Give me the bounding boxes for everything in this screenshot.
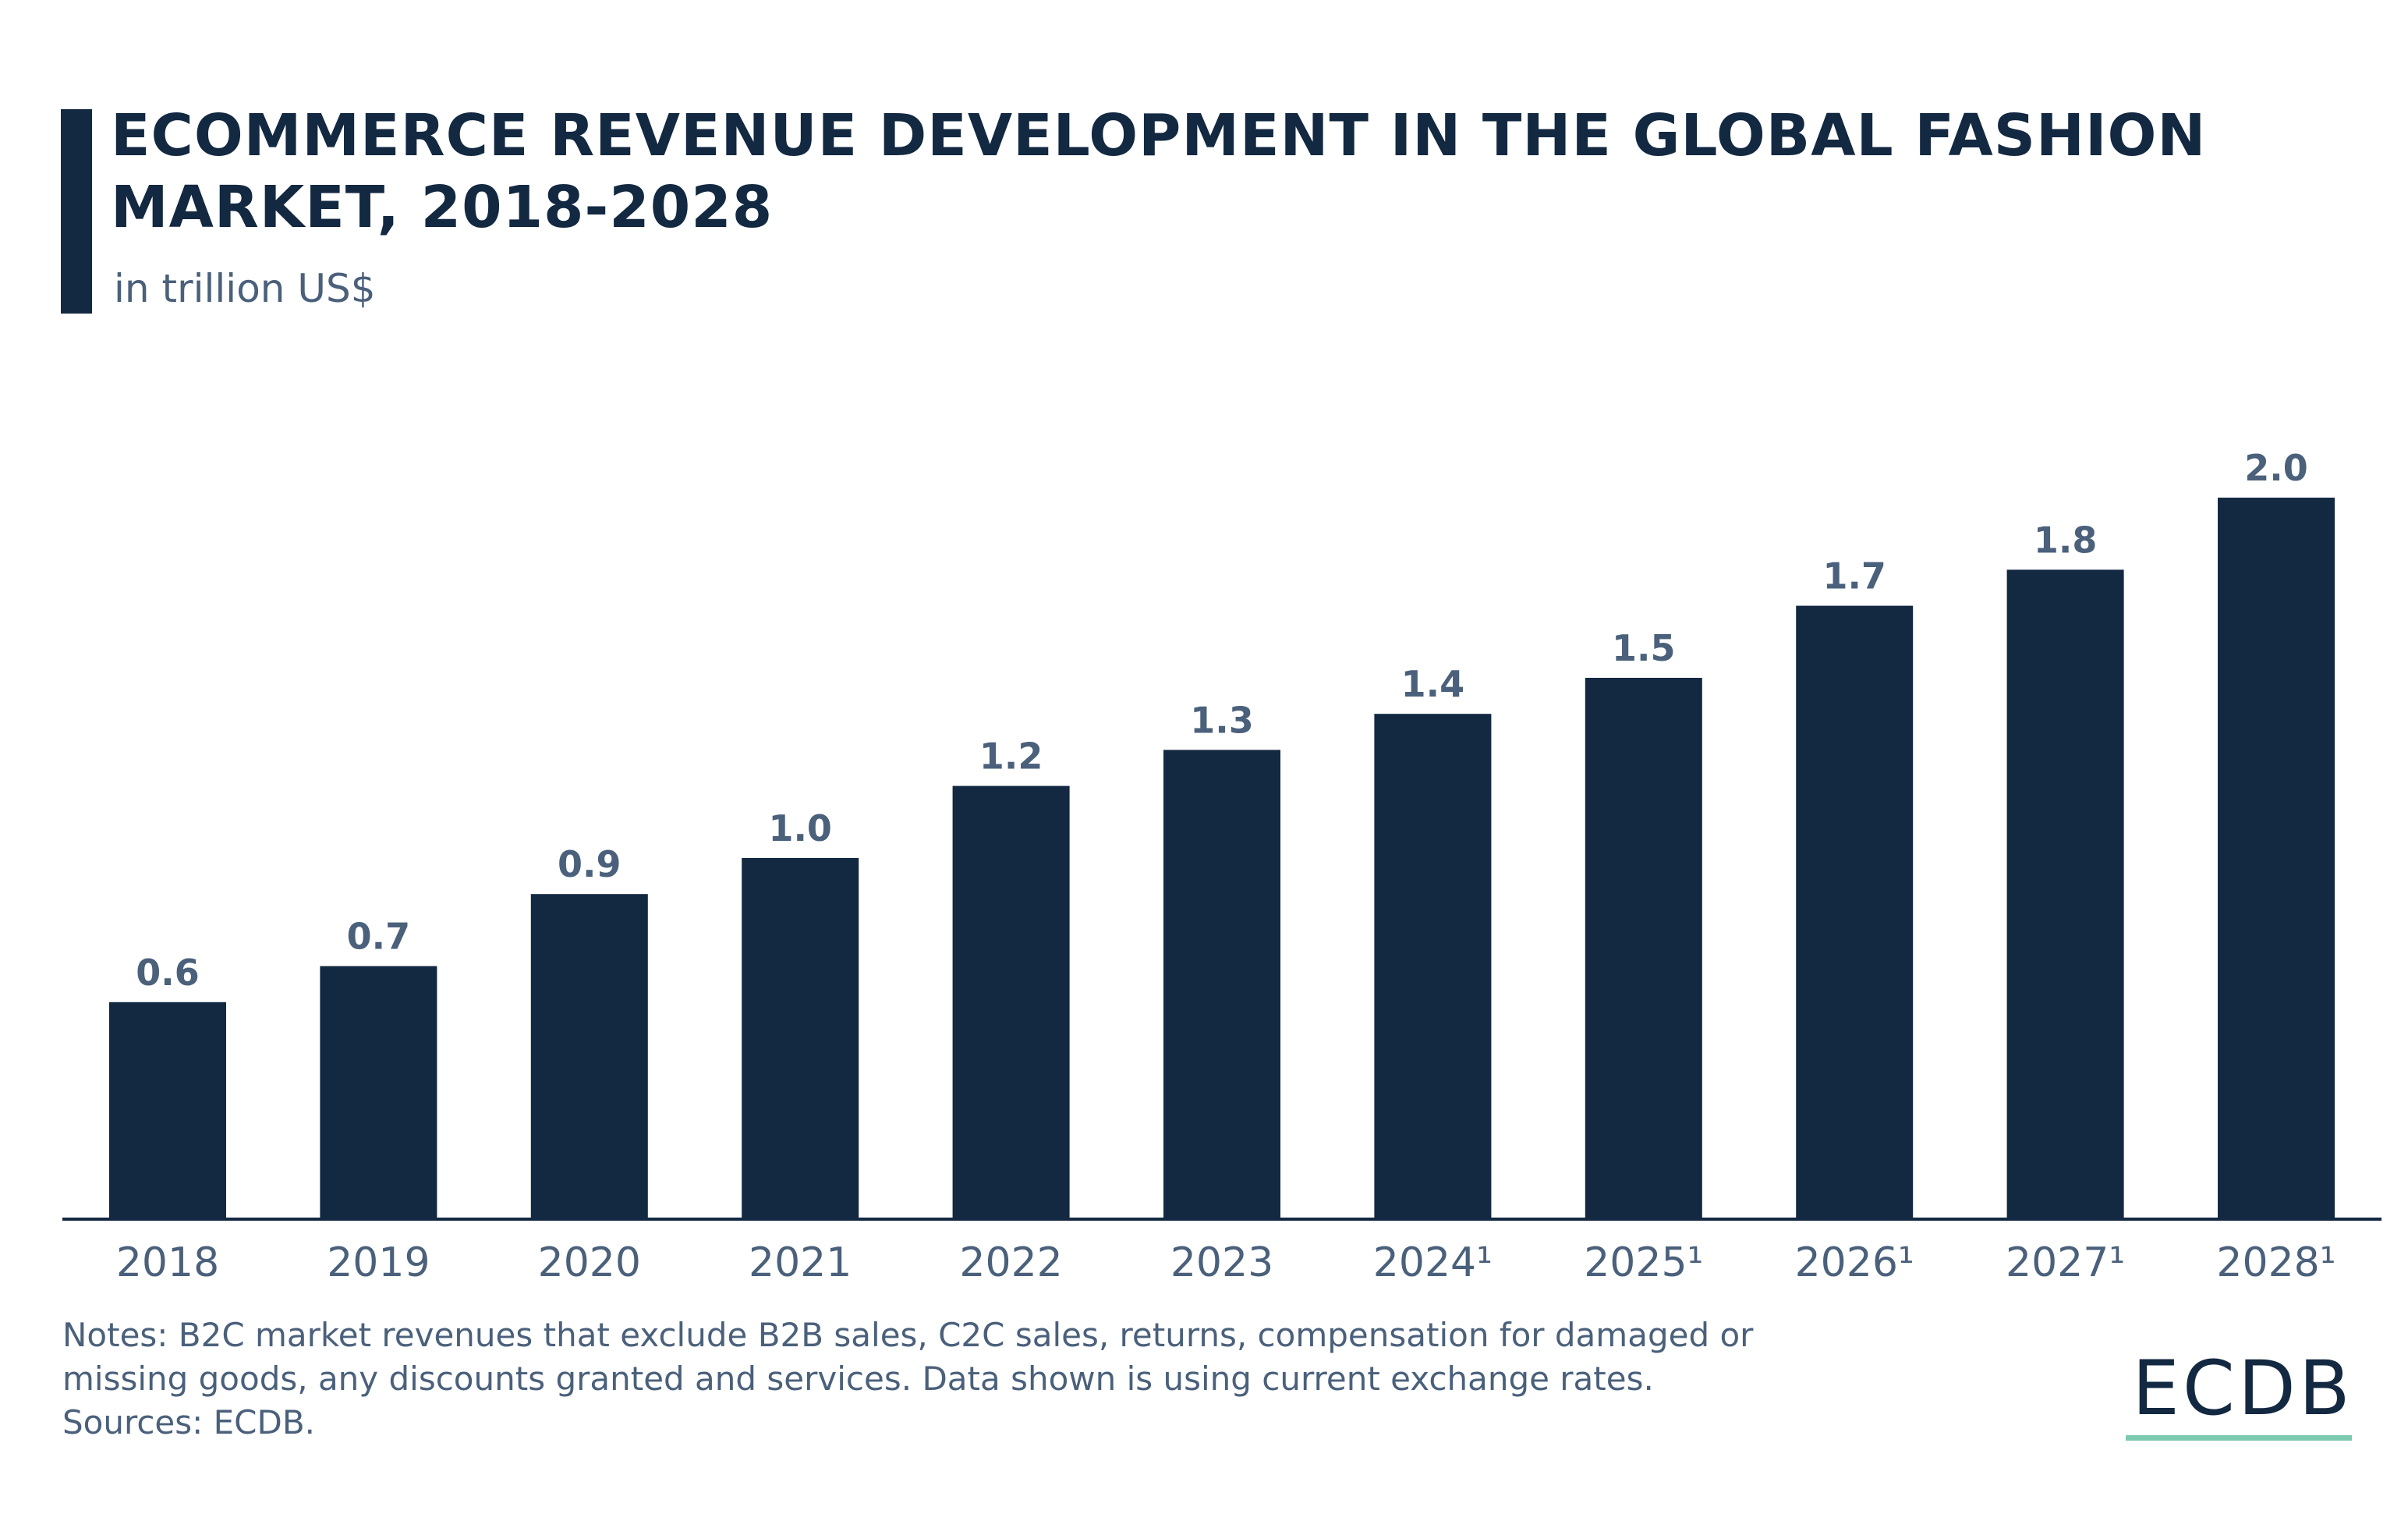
ecdb-logo: ECDB [2126,1349,2360,1443]
bar-6 [1374,714,1492,1218]
x-tick-label-10: 2028¹ [2216,1239,2335,1286]
data-label-9: 1.8 [2034,519,2098,561]
data-label-7: 1.5 [1612,627,1676,669]
data-label-3: 1.0 [768,807,832,849]
bar-4 [952,785,1070,1218]
notes-line-2: missing goods, any discounts granted and… [62,1360,1654,1398]
data-label-1: 0.7 [347,916,411,958]
chart-title: ECOMMERCE REVENUE DEVELOPMENT IN THE GLO… [111,102,2207,241]
x-tick-label-0: 2018 [116,1239,219,1286]
bar-3 [742,858,859,1218]
x-tick-label-5: 2023 [1170,1239,1273,1286]
data-label-2: 0.9 [558,843,621,885]
bar-0 [109,1002,226,1218]
bar-2 [530,894,648,1218]
chart-notes: Notes: B2C market revenues that exclude … [62,1314,1934,1445]
logo-underline [2126,1435,2352,1441]
x-tick-label-2: 2020 [538,1239,641,1286]
x-tick-label-9: 2027¹ [2006,1239,2125,1286]
x-tick-label-4: 2022 [959,1239,1062,1286]
data-label-0: 0.6 [136,952,200,994]
bar-9 [2006,569,2124,1218]
notes-line-1: Notes: B2C market revenues that exclude … [62,1316,1754,1354]
x-tick-label-8: 2026¹ [1795,1239,1914,1286]
logo-text: ECDB [2132,1345,2353,1432]
x-tick-label-6: 2024¹ [1373,1239,1493,1286]
data-label-6: 1.4 [1401,663,1465,705]
x-tick-label-3: 2021 [749,1239,852,1286]
bar-1 [320,966,437,1218]
bar-7 [1585,678,1702,1218]
x-tick-label-1: 2019 [327,1239,430,1286]
chart-subtitle: in trillion US$ [114,266,376,311]
data-label-4: 1.2 [979,736,1043,778]
bar-10 [2218,498,2335,1218]
data-label-10: 2.0 [2244,447,2308,489]
x-tick-label-7: 2025¹ [1584,1239,1703,1286]
data-label-8: 1.7 [1822,555,1886,597]
sources-line: Sources: ECDB. [62,1403,316,1441]
data-label-5: 1.3 [1190,699,1254,741]
bar-5 [1163,750,1280,1218]
title-accent-bar [61,109,92,314]
bar-8 [1796,605,1914,1218]
